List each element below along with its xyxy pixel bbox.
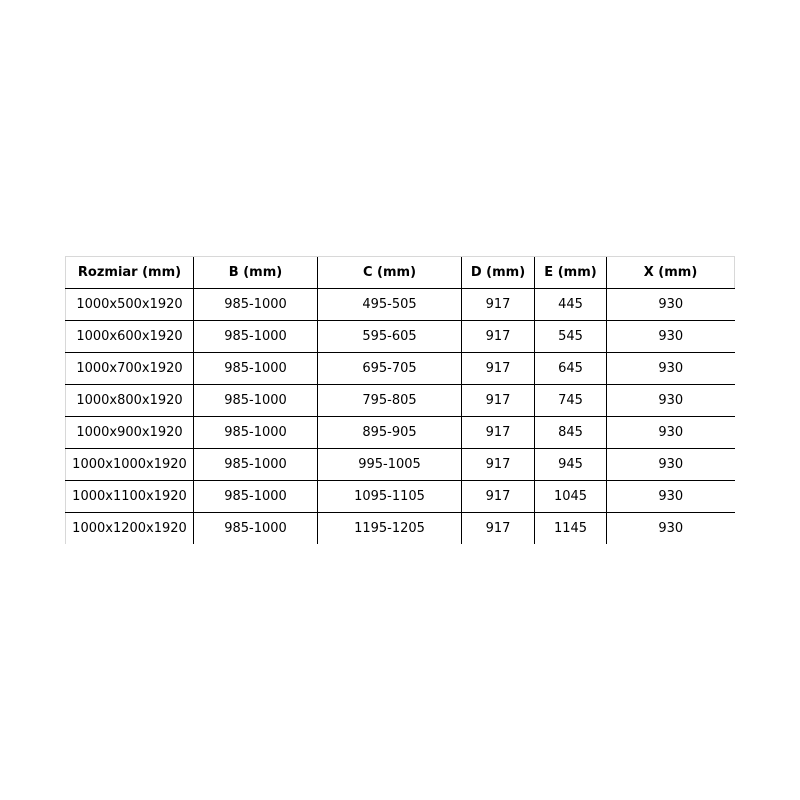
table-cell: 917 <box>461 512 535 544</box>
table-cell: 495-505 <box>317 288 462 321</box>
column-header: D (mm) <box>461 256 535 289</box>
table-cell: 985-1000 <box>193 384 318 417</box>
column-header: B (mm) <box>193 256 318 289</box>
table-cell: 595-605 <box>317 320 462 353</box>
table-cell: 985-1000 <box>193 320 318 353</box>
table-cell: 917 <box>461 416 535 449</box>
table-cell: 995-1005 <box>317 448 462 481</box>
table-cell: 945 <box>534 448 607 481</box>
table-cell: 1000x700x1920 <box>65 352 194 385</box>
table-row: 1000x1100x1920 985-1000 1095-1105 917 1045 93… <box>65 480 735 513</box>
table-cell: 917 <box>461 320 535 353</box>
header-row: Rozmiar (mm) B (mm) C (mm) D (mm) E (mm) X (m… <box>65 256 735 289</box>
table-row: 1000x800x1920 985-1000 795-805 917 745 930 <box>65 384 735 417</box>
table-cell: 1000x500x1920 <box>65 288 194 321</box>
dimensions-table: Rozmiar (mm) B (mm) C (mm) D (mm) E (mm) X (m… <box>65 256 735 544</box>
table-cell: 545 <box>534 320 607 353</box>
table-row: 1000x700x1920 985-1000 695-705 917 645 930 <box>65 352 735 385</box>
table-cell: 985-1000 <box>193 288 318 321</box>
table-row: 1000x500x1920 985-1000 495-505 917 445 930 <box>65 288 735 321</box>
table-row: 1000x600x1920 985-1000 595-605 917 545 930 <box>65 320 735 353</box>
table-cell: 645 <box>534 352 607 385</box>
table-cell: 1195-1205 <box>317 512 462 544</box>
table-cell: 445 <box>534 288 607 321</box>
table-cell: 795-805 <box>317 384 462 417</box>
table-cell: 845 <box>534 416 607 449</box>
table-cell: 1000x800x1920 <box>65 384 194 417</box>
table-cell: 917 <box>461 384 535 417</box>
table-cell: 917 <box>461 480 535 513</box>
table-cell: 1145 <box>534 512 607 544</box>
table-cell: 1095-1105 <box>317 480 462 513</box>
table-cell: 1000x900x1920 <box>65 416 194 449</box>
column-header: E (mm) <box>534 256 607 289</box>
table-cell: 930 <box>606 352 735 385</box>
table-cell: 917 <box>461 352 535 385</box>
table-cell: 695-705 <box>317 352 462 385</box>
table-cell: 985-1000 <box>193 352 318 385</box>
table-row: 1000x1200x1920 985-1000 1195-1205 917 1145 93… <box>65 512 735 544</box>
table-cell: 917 <box>461 448 535 481</box>
column-header: X (mm) <box>606 256 735 289</box>
table-row: 1000x900x1920 985-1000 895-905 917 845 930 <box>65 416 735 449</box>
table-cell: 1000x600x1920 <box>65 320 194 353</box>
column-header: C (mm) <box>317 256 462 289</box>
table-cell: 930 <box>606 416 735 449</box>
table-cell: 930 <box>606 384 735 417</box>
table-cell: 930 <box>606 320 735 353</box>
table-cell: 917 <box>461 288 535 321</box>
table-cell: 930 <box>606 288 735 321</box>
table-cell: 1000x1100x1920 <box>65 480 194 513</box>
table-cell: 1000x1200x1920 <box>65 512 194 544</box>
table-cell: 745 <box>534 384 607 417</box>
table-cell: 985-1000 <box>193 448 318 481</box>
table-cell: 895-905 <box>317 416 462 449</box>
table-cell: 1045 <box>534 480 607 513</box>
table-row: 1000x1000x1920 985-1000 995-1005 917 945 930 <box>65 448 735 481</box>
table-cell: 985-1000 <box>193 512 318 544</box>
table-cell: 930 <box>606 480 735 513</box>
table-cell: 985-1000 <box>193 416 318 449</box>
table-cell: 930 <box>606 448 735 481</box>
table-cell: 1000x1000x1920 <box>65 448 194 481</box>
column-header: Rozmiar (mm) <box>65 256 194 289</box>
table-cell: 930 <box>606 512 735 544</box>
table-cell: 985-1000 <box>193 480 318 513</box>
